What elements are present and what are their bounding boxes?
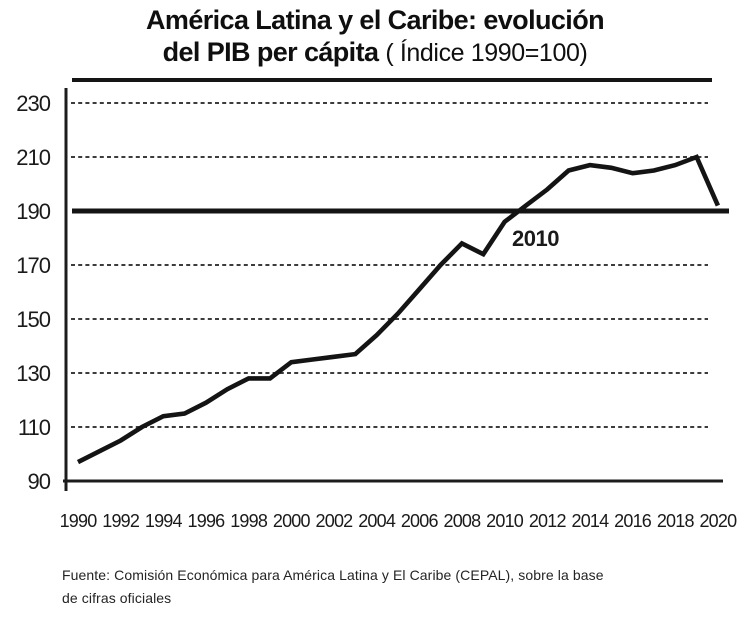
x-tick-label-1996: 1996 <box>188 511 226 531</box>
chart-title: América Latina y el Caribe: evolución de… <box>0 4 750 69</box>
title-underline <box>72 78 712 82</box>
x-tick-label-2006: 2006 <box>401 511 439 531</box>
x-tick-label-2008: 2008 <box>444 511 482 531</box>
pib-data-line <box>76 154 721 465</box>
y-tick-label-130: 130 <box>16 361 50 386</box>
y-tick-label-230: 230 <box>16 91 50 116</box>
source-line1: Fuente: Comisión Económica para América … <box>62 567 604 583</box>
x-tick-label-2000: 2000 <box>273 511 311 531</box>
y-tick-label-150: 150 <box>16 307 50 332</box>
y-tick-label-210: 210 <box>16 145 50 170</box>
chart-title-line2-bold: del PIB per cápita <box>162 37 379 67</box>
chart-title-line1: América Latina y el Caribe: evolución <box>146 5 605 35</box>
y-tick-label-90: 90 <box>28 469 51 494</box>
x-tick-label-1992: 1992 <box>102 511 140 531</box>
x-tick-label-2018: 2018 <box>657 511 695 531</box>
x-tick-label-2016: 2016 <box>614 511 652 531</box>
chart-title-line2: del PIB per cápita( Índice 1990=100) <box>0 36 750 69</box>
source-note: Fuente: Comisión Económica para América … <box>62 564 604 610</box>
x-tick-label-2004: 2004 <box>358 511 396 531</box>
x-tick-label-2014: 2014 <box>571 511 609 531</box>
x-tick-label-1998: 1998 <box>230 511 268 531</box>
annotation-2010: 2010 <box>512 226 559 251</box>
chart-title-line2-note: ( Índice 1990=100) <box>385 39 588 67</box>
source-line2: de cifras oficiales <box>62 590 172 606</box>
y-tick-label-110: 110 <box>18 415 51 440</box>
y-tick-label-190: 190 <box>16 199 50 224</box>
x-tick-label-1994: 1994 <box>145 511 183 531</box>
y-tick-label-170: 170 <box>16 253 50 278</box>
x-tick-label-1990: 1990 <box>60 511 98 531</box>
x-tick-label-2012: 2012 <box>529 511 567 531</box>
x-tick-label-2002: 2002 <box>316 511 354 531</box>
x-tick-label-2020: 2020 <box>699 511 737 531</box>
x-tick-label-2010: 2010 <box>486 511 524 531</box>
